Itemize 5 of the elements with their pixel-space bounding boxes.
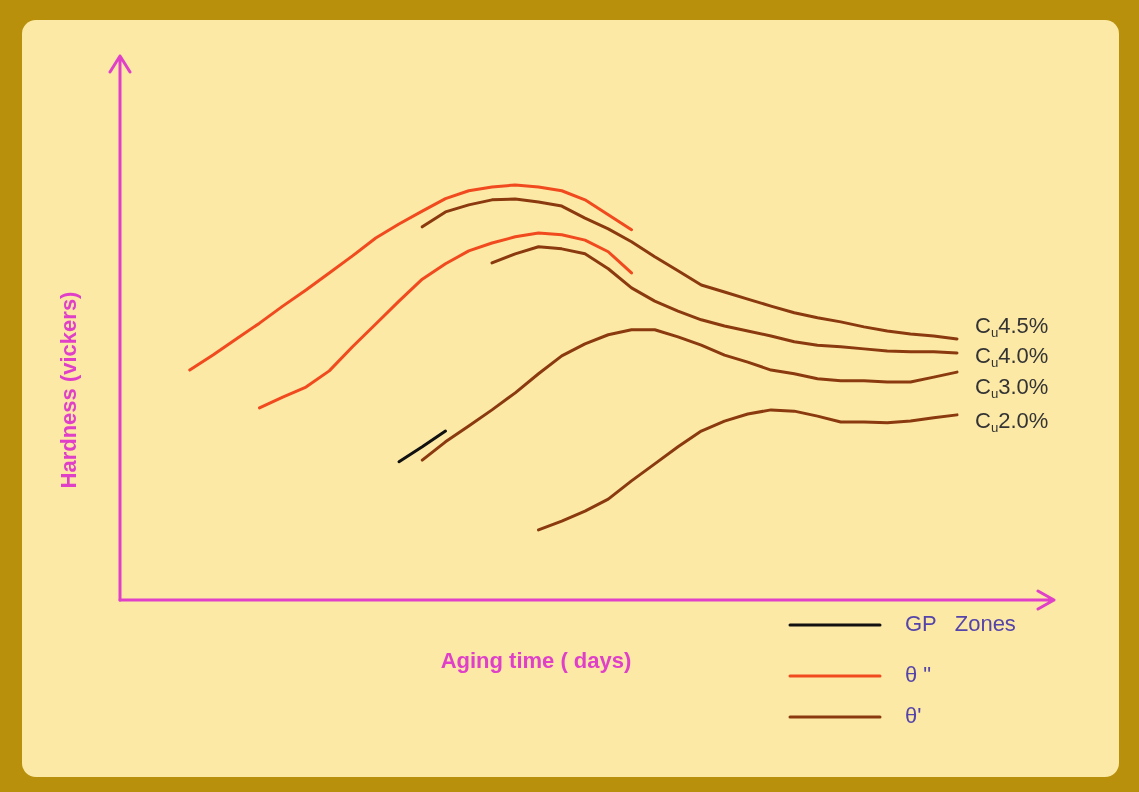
legend-label: θ " bbox=[905, 662, 932, 688]
legend-label: GP Zones bbox=[905, 611, 1016, 637]
legend-label: θ' bbox=[905, 703, 922, 729]
y-axis-title: Hardness (vickers) bbox=[56, 291, 82, 489]
x-axis-title: Aging time ( days) bbox=[440, 648, 632, 674]
